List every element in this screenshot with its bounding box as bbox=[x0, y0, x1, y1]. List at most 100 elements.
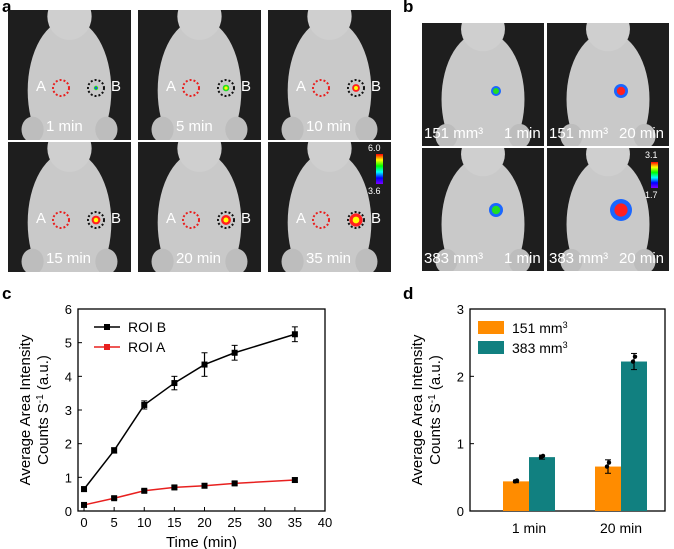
y-label-unit: (a.u.) bbox=[35, 355, 52, 394]
y-tick-label: 0 bbox=[65, 504, 72, 519]
mouse-body bbox=[157, 151, 242, 272]
mouse-image bbox=[435, 23, 531, 146]
mouse-leg bbox=[225, 116, 248, 140]
mouse-body bbox=[287, 19, 372, 140]
volume-label: 151 mm³ bbox=[424, 125, 484, 142]
mouse-leg bbox=[95, 116, 118, 140]
mouse-leg bbox=[435, 123, 458, 146]
x-tick-label: 5 bbox=[111, 515, 118, 530]
roi-b-circle bbox=[217, 211, 235, 229]
panel-label-a: a bbox=[2, 0, 12, 16]
mouse-leg bbox=[560, 123, 583, 146]
roi-a-circle bbox=[312, 211, 330, 229]
roi-a-label: A bbox=[36, 210, 47, 227]
data-point bbox=[514, 478, 520, 483]
time-label: 1 min bbox=[504, 250, 541, 267]
mouse-body bbox=[566, 156, 650, 271]
roi-a-label: A bbox=[296, 210, 307, 227]
mouse-body bbox=[27, 151, 112, 272]
panel-b-tile: 383 mm³ 1 min bbox=[422, 148, 544, 271]
y-label-sup: -1 bbox=[427, 394, 438, 403]
x-tick-label: 25 bbox=[227, 515, 241, 530]
panel-b-tile: 151 mm³ 1 min bbox=[422, 23, 544, 146]
legend-swatch bbox=[478, 341, 504, 354]
legend-label: ROI B bbox=[128, 319, 166, 335]
mouse-head bbox=[461, 23, 505, 52]
y-tick-label: 3 bbox=[65, 403, 72, 418]
roi-b-label: B bbox=[111, 210, 122, 227]
legend-marker bbox=[104, 324, 110, 330]
mouse-head bbox=[586, 23, 630, 52]
volume-label: 383 mm³ bbox=[549, 250, 609, 267]
x-tick-label: 35 bbox=[288, 515, 302, 530]
mouse-head bbox=[307, 10, 352, 40]
panel-a-tile: A B 1 min bbox=[8, 10, 131, 140]
volume-label: 383 mm³ bbox=[424, 250, 484, 267]
x-tick-label: 20 min bbox=[600, 520, 642, 536]
mouse-leg bbox=[508, 248, 531, 271]
mouse-head bbox=[586, 148, 630, 177]
mouse-leg bbox=[151, 248, 174, 272]
mouse-head bbox=[177, 142, 222, 172]
mouse-leg bbox=[21, 116, 44, 140]
mouse-leg bbox=[508, 123, 531, 146]
roi-b-label: B bbox=[241, 210, 252, 227]
y-tick-label: 0 bbox=[457, 504, 464, 519]
mouse-leg bbox=[435, 248, 458, 271]
roi-b-circle bbox=[87, 211, 105, 229]
fluorescence-core bbox=[354, 86, 358, 90]
time-label: 35 min bbox=[306, 250, 352, 267]
mouse-image bbox=[151, 142, 248, 272]
tumor-signal-inner bbox=[491, 205, 501, 215]
data-point bbox=[171, 484, 178, 491]
mouse-head bbox=[177, 10, 222, 40]
plot-frame bbox=[469, 308, 666, 512]
bar bbox=[595, 466, 621, 511]
data-point bbox=[201, 361, 208, 368]
roi-b-circle bbox=[217, 79, 235, 97]
bar bbox=[503, 481, 529, 511]
mouse-body bbox=[287, 151, 372, 272]
data-point bbox=[171, 380, 178, 387]
mouse-leg bbox=[151, 116, 174, 140]
time-label: 20 min bbox=[619, 250, 665, 267]
mouse-image bbox=[560, 23, 656, 146]
mouse-image bbox=[281, 10, 378, 140]
y-label-text: Counts S bbox=[35, 403, 52, 465]
mouse-leg bbox=[281, 116, 304, 140]
time-label: 20 min bbox=[619, 125, 665, 142]
time-label: 10 min bbox=[306, 118, 352, 135]
x-tick-label: 20 bbox=[197, 515, 211, 530]
fluorescence-core bbox=[93, 217, 99, 223]
fluorescence-core bbox=[224, 86, 228, 90]
legend-marker bbox=[104, 344, 110, 350]
roi-a-label: A bbox=[296, 78, 307, 95]
data-point bbox=[291, 477, 298, 484]
legend-swatch bbox=[478, 321, 504, 334]
roi-b-circle bbox=[87, 79, 105, 97]
panel-b-tile: 151 mm³ 20 min bbox=[547, 23, 669, 146]
colorbar-min: 3.6 bbox=[368, 186, 381, 196]
tumor-signal-inner bbox=[616, 86, 626, 96]
bar bbox=[621, 361, 647, 511]
time-label: 1 min bbox=[504, 125, 541, 142]
mouse-body bbox=[441, 156, 525, 271]
mouse-leg bbox=[281, 248, 304, 272]
mouse-leg bbox=[355, 248, 378, 272]
roi-b-label: B bbox=[371, 78, 382, 95]
mouse-head bbox=[307, 142, 352, 172]
mouse-leg bbox=[225, 248, 248, 272]
colorbar-max: 6.0 bbox=[368, 143, 381, 153]
time-label: 20 min bbox=[176, 250, 222, 267]
y-label-sup: -1 bbox=[35, 394, 46, 403]
data-point bbox=[111, 495, 118, 502]
y-axis-label-line2: Counts S-1 (a.u.) bbox=[427, 355, 445, 465]
data-point bbox=[291, 331, 298, 338]
x-axis-label: Time (min) bbox=[166, 534, 237, 549]
panel-label-d: d bbox=[403, 284, 414, 303]
mouse-body bbox=[566, 31, 650, 146]
roi-a-label: A bbox=[166, 78, 177, 95]
y-tick-label: 1 bbox=[457, 437, 464, 452]
y-tick-label: 5 bbox=[65, 336, 72, 351]
y-axis-label-line1: Average Area Intensity bbox=[409, 334, 426, 485]
